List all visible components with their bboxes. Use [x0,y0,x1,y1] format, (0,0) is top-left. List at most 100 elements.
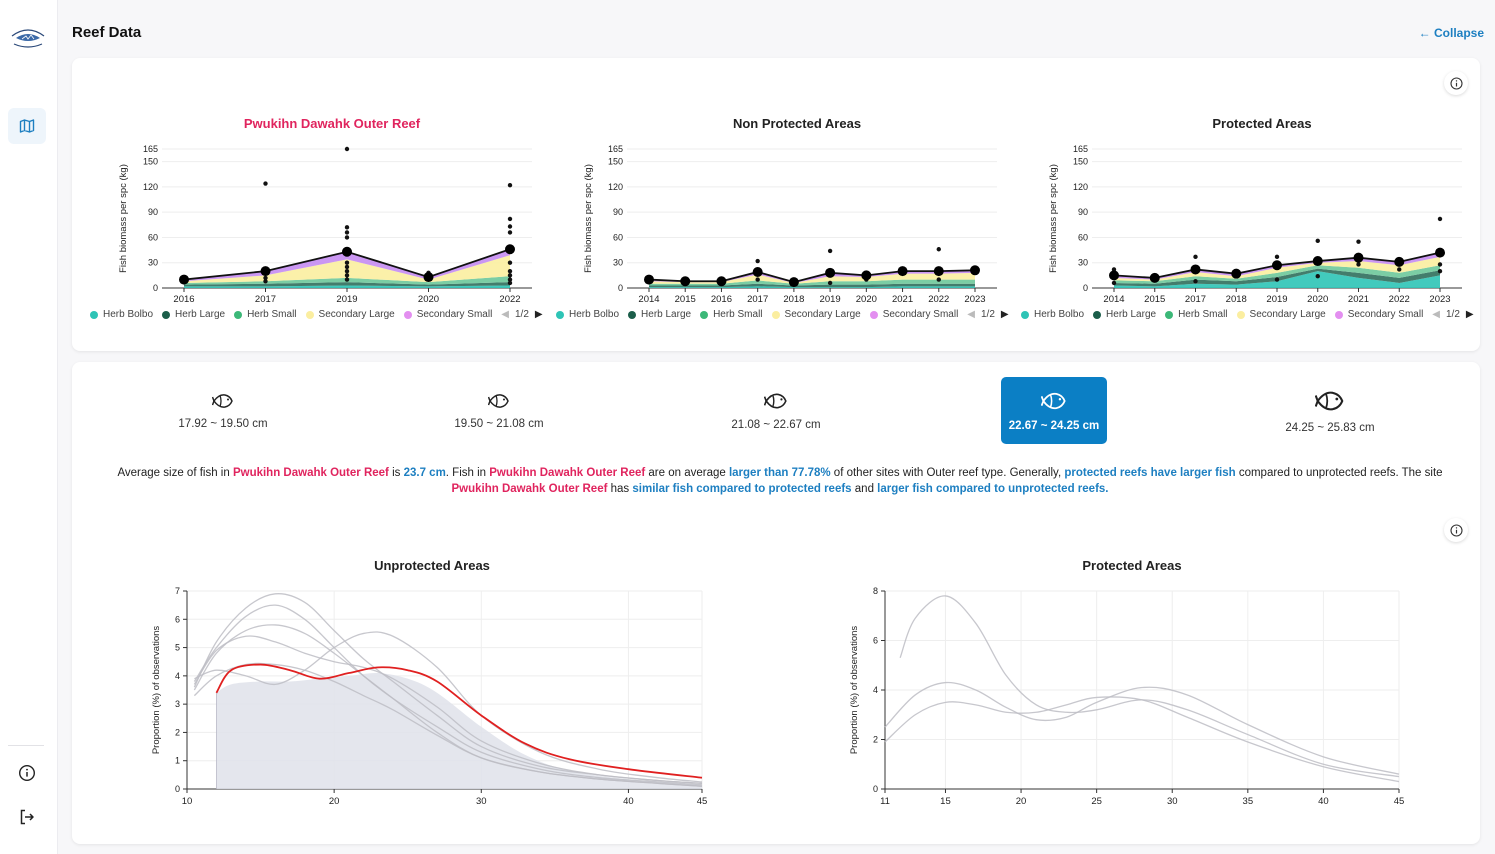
shaded-area [216,672,702,789]
legend-item[interactable]: Secondary Small [1334,309,1424,320]
y-tick-label: 165 [143,144,158,154]
fish-icon [1315,391,1344,411]
x-tick-label: 30 [1167,796,1178,807]
y-tick-label: 90 [148,207,158,217]
highlight-curve [215,663,703,779]
x-tick-label: 35 [1243,796,1254,807]
collapse-button[interactable]: ← Collapse [1419,26,1484,40]
y-tick-label: 60 [1078,232,1088,242]
legend-label: Secondary Small [1347,309,1424,320]
size-class-button[interactable]: 24.25 ~ 25.83 cm [1277,377,1383,444]
data-point [344,225,350,230]
legend-label: Secondary Small [882,309,959,320]
x-tick-label: 2023 [964,294,985,305]
legend-item[interactable]: Herb Small [700,309,763,320]
mean-line [648,269,976,284]
fish-tail [212,396,215,406]
legend-item[interactable]: Secondary Small [869,309,959,320]
data-point [827,248,833,254]
mean-point [933,266,944,277]
x-tick-label: 2017 [1185,294,1206,305]
next-page-icon[interactable]: ▶ [1000,309,1009,320]
area-herb-bolbo [649,286,975,288]
x-tick-label: 2019 [336,294,357,305]
fish-gill [219,395,222,407]
mean-point [716,276,727,287]
fish-tail [1315,395,1319,407]
data-point [344,277,350,282]
x-tick-label: 2015 [1144,294,1165,305]
legend-item[interactable]: Herb Small [234,309,297,320]
legend-item[interactable]: Herb Bolbo [1021,309,1084,320]
legend-item[interactable]: Secondary Small [403,309,492,320]
map-icon [19,119,35,133]
y-tick-label: 4 [873,685,878,695]
info-icon [18,764,36,782]
fish-eye [227,398,229,401]
data-point [507,183,513,188]
biomass-legend: Herb Bolbo Herb Large Herb Small Secondary … [90,309,543,320]
legend-dot [869,310,878,319]
size-class-button[interactable]: 19.50 ~ 21.08 cm [446,377,552,444]
distribution-chart-unprotected: Unprotected Areas 0 1 2 3 4 5 6 7 10 20 30 40 45 Prop… [132,558,732,808]
legend-item[interactable]: Secondary Large [305,309,395,320]
fish-eye [1335,397,1339,401]
legend-dot [403,310,412,319]
logout-button[interactable] [14,804,40,830]
logout-icon [20,809,34,825]
mean-point [342,246,352,257]
legend-item[interactable]: Herb Large [628,309,691,320]
data-point [263,275,268,281]
fish-body [213,394,233,408]
legend-item[interactable]: Secondary Large [771,309,861,320]
x-tick-label: 10 [182,796,193,807]
prev-page-icon[interactable]: ◀ [1432,309,1440,320]
prev-page-icon[interactable]: ◀ [967,309,975,320]
y-tick-label: 0 [1083,283,1088,293]
sidebar-info-button[interactable] [14,760,40,786]
summary-text: has [607,483,633,495]
data-point [507,260,513,265]
legend-item[interactable]: Herb Bolbo [556,309,619,320]
y-tick-label: 30 [148,258,158,268]
fish-eye [780,398,783,401]
size-class-button[interactable]: 21.08 ~ 22.67 cm [723,377,829,444]
legend-item[interactable]: Secondary Large [1236,309,1326,320]
x-tick-label: 2018 [1226,294,1247,305]
size-class-button[interactable]: 17.92 ~ 19.50 cm [170,377,276,444]
legend-item[interactable]: Herb Bolbo [90,309,153,320]
mean-point [1109,270,1119,281]
prev-page-icon[interactable]: ◀ [501,309,509,320]
size-class-button-active[interactable]: 22.67 ~ 24.25 cm [1001,377,1107,444]
y-tick-label: 120 [143,182,158,192]
legend-dot [162,310,171,319]
legend-item[interactable]: Herb Large [1093,309,1156,320]
y-axis-label: Fish biomass per spc (kg) [1048,164,1059,273]
summary-site: Pwukihn Dawahk Outer Reef [232,467,389,479]
legend-item[interactable]: Herb Large [162,309,225,320]
size-info-button[interactable] [1444,518,1468,542]
next-page-icon[interactable]: ▶ [534,309,543,320]
nav-map-button[interactable] [8,108,46,144]
legend-label: Secondary Large [318,309,395,320]
x-tick-label: 2021 [892,294,913,305]
y-tick-label: 60 [613,232,623,242]
site-curve [899,595,1400,778]
next-page-icon[interactable]: ▶ [1465,309,1474,320]
data-point [344,230,350,235]
legend-label: Herb Large [641,309,692,320]
x-tick-label: 2014 [638,294,659,305]
data-point [344,273,350,278]
data-point [344,260,350,265]
sidebar-divider [8,745,44,746]
legend-label: Herb Bolbo [103,309,154,320]
legend-label: Herb Small [713,309,763,320]
info-icon [1449,523,1463,537]
x-tick-label: 2021 [1348,294,1369,305]
legend-item[interactable]: Herb Small [1165,309,1228,320]
biomass-info-button[interactable] [1444,71,1468,95]
x-tick-label: 2016 [711,294,732,305]
mean-point [179,274,189,285]
fish-tail [764,396,767,406]
fish-gill [495,395,498,407]
